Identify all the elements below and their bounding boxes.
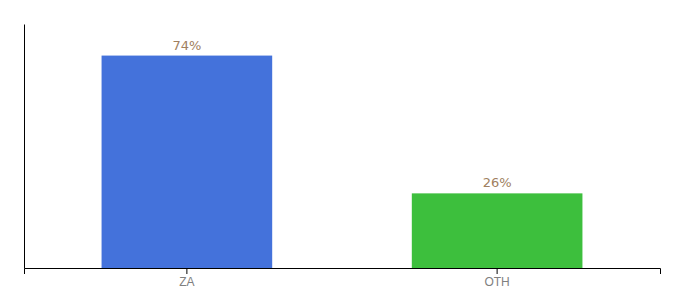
data-label: 26%: [483, 175, 512, 190]
data-label: 74%: [172, 38, 201, 53]
y-axis: [24, 25, 25, 269]
bar: [102, 56, 273, 268]
x-axis: ZA OTH: [25, 268, 661, 289]
x-tick-mark: [497, 268, 498, 274]
x-axis-line: [25, 269, 661, 275]
chart: ZA OTH 74% 26%: [0, 0, 680, 300]
data-labels: 74% 26%: [172, 38, 511, 191]
x-tick-label: OTH: [484, 275, 509, 289]
plot: ZA OTH 74% 26%: [25, 25, 661, 289]
x-tick-label: ZA: [179, 275, 194, 289]
x-tick: ZA: [179, 268, 194, 289]
y-axis-line: [24, 25, 25, 269]
x-tick-mark: [186, 268, 187, 274]
bars: [102, 56, 583, 268]
bar: [412, 193, 583, 268]
x-tick: OTH: [484, 268, 509, 289]
